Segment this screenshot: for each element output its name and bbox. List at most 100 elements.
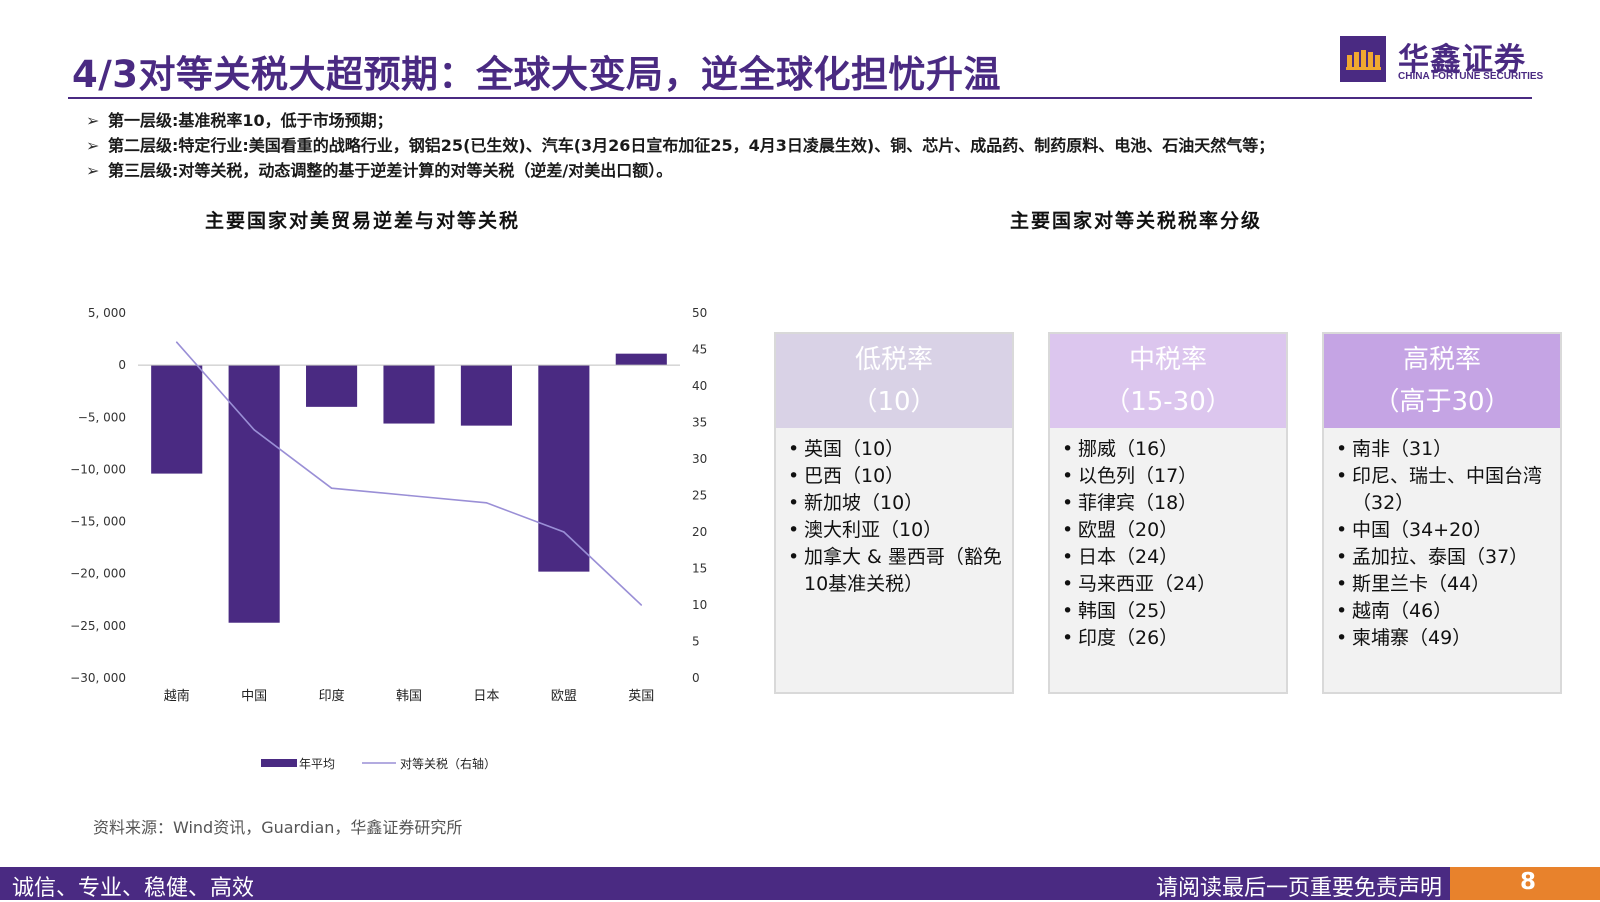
legend-bar-label: 年平均	[299, 757, 335, 771]
tariff-point-中国	[253, 429, 255, 431]
y-left-tick-label: 5, 000	[88, 306, 126, 320]
y-right-tick-label: 40	[692, 379, 707, 393]
list-item: 柬埔寨（49）	[1336, 625, 1552, 652]
page-number: 8	[1520, 869, 1537, 895]
list-item: 南非（31）	[1336, 436, 1552, 463]
bar-印度	[306, 365, 358, 407]
source-note: 资料来源：Wind资讯，Guardian，华鑫证券研究所	[93, 818, 463, 837]
x-tick-label: 英国	[628, 689, 654, 704]
x-tick-label: 欧盟	[551, 689, 577, 704]
y-right-tick-label: 50	[692, 306, 707, 320]
arrow-bullet-icon: ➢	[86, 136, 100, 155]
list-item: 英国（10）	[788, 436, 1004, 463]
list-item: 印尼、瑞士、中国台湾（32）	[1336, 463, 1552, 517]
arrow-bullet-icon: ➢	[86, 111, 100, 130]
bar-中国	[228, 365, 280, 623]
list-item: 加拿大 & 墨西哥（豁免10基准关税）	[788, 544, 1004, 598]
bar-韩国	[383, 365, 435, 424]
bullet-list: ➢ 第一层级:基准税率10，低于市场预期； ➢ 第二层级:特定行业:美国看重的战略行…	[86, 108, 1274, 183]
footer-slogan: 诚信、专业、稳健、高效	[12, 876, 255, 901]
logo-mark-icon	[1340, 36, 1386, 82]
tier-header: 中税率 （15-30）	[1050, 334, 1286, 428]
x-tick-label: 印度	[319, 688, 345, 704]
y-right-tick-label: 25	[692, 489, 707, 503]
left-chart-title: 主要国家对美贸易逆差与对等关税	[205, 210, 521, 232]
bullet-item: ➢ 第二层级:特定行业:美国看重的战略行业，钢铝25(已生效)、汽车(3月26日宣…	[86, 133, 1274, 158]
y-left-tick-label: −10, 000	[70, 462, 126, 476]
company-logo: 华鑫证券 CHINA FORTUNE SECURITIES	[1340, 36, 1544, 86]
tariff-point-英国	[640, 604, 643, 606]
list-item: 日本（24）	[1062, 544, 1278, 571]
y-left-tick-label: −20, 000	[70, 567, 126, 581]
x-tick-label: 日本	[473, 689, 499, 704]
footer-disclaimer: 请阅读最后一页重要免责声明	[1155, 876, 1442, 901]
bar-日本	[460, 365, 512, 426]
tier-range: （10）	[851, 387, 937, 417]
tier-card-high: 高税率 （高于30） 南非（31） 印尼、瑞士、中国台湾（32） 中国（34+2…	[1322, 332, 1562, 694]
y-right-tick-label: 10	[692, 598, 707, 612]
arrow-bullet-icon: ➢	[86, 161, 100, 180]
y-left-tick-label: −30, 000	[70, 671, 126, 685]
list-item: 韩国（25）	[1062, 598, 1278, 625]
x-tick-label: 中国	[241, 689, 267, 704]
list-item: 中国（34+20）	[1336, 517, 1552, 544]
tier-title: 高税率	[1402, 345, 1481, 375]
y-right-tick-label: 0	[692, 671, 700, 685]
y-left-tick-label: −15, 000	[70, 515, 126, 529]
tier-card-low: 低税率 （10） 英国（10） 巴西（10） 新加坡（10） 澳大利亚（10） …	[774, 332, 1014, 694]
y-right-tick-label: 30	[692, 452, 707, 466]
list-item: 孟加拉、泰国（37）	[1336, 544, 1552, 571]
tier-header: 低税率 （10）	[776, 334, 1012, 428]
list-item: 挪威（16）	[1062, 436, 1278, 463]
tier-country-list: 挪威（16） 以色列（17） 菲律宾（18） 欧盟（20） 日本（24） 马来西…	[1050, 428, 1286, 652]
bullet-text: 第三层级:对等关税，动态调整的基于逆差计算的对等关税（逆差/对美出口额）。	[108, 161, 673, 180]
list-item: 新加坡（10）	[788, 490, 1004, 517]
footer-bar: 诚信、专业、稳健、高效 请阅读最后一页重要免责声明 8	[0, 867, 1600, 901]
bar-英国	[615, 353, 667, 366]
tariff-point-日本	[485, 502, 488, 504]
list-item: 以色列（17）	[1062, 463, 1278, 490]
bullet-item: ➢ 第三层级:对等关税，动态调整的基于逆差计算的对等关税（逆差/对美出口额）。	[86, 158, 1274, 183]
tier-title: 中税率	[1128, 345, 1207, 375]
bullet-item: ➢ 第一层级:基准税率10，低于市场预期；	[86, 108, 1274, 133]
y-left-tick-label: 0	[118, 358, 126, 372]
y-right-tick-label: 45	[692, 343, 707, 357]
tariff-point-印度	[330, 487, 333, 490]
legend-line-label: 对等关税（右轴）	[400, 756, 496, 771]
bullet-text: 第一层级:基准税率10，低于市场预期；	[108, 111, 393, 130]
x-tick-label: 越南	[164, 688, 190, 704]
bar-欧盟	[538, 365, 590, 572]
title-divider	[68, 97, 1532, 99]
list-item: 巴西（10）	[788, 463, 1004, 490]
bullet-text: 第二层级:特定行业:美国看重的战略行业，钢铝25(已生效)、汽车(3月26日宣布…	[108, 136, 1275, 155]
y-right-tick-label: 20	[692, 525, 707, 539]
logo-name-cn: 华鑫证券	[1398, 42, 1526, 78]
tier-country-list: 英国（10） 巴西（10） 新加坡（10） 澳大利亚（10） 加拿大 & 墨西哥…	[776, 428, 1012, 598]
list-item: 印度（26）	[1062, 625, 1278, 652]
trade-deficit-tariff-chart: 5, 000 0 −5, 000 −10, 000 −15, 000 −20, 000 −2…	[70, 306, 707, 771]
list-item: 澳大利亚（10）	[788, 517, 1004, 544]
page-number-box: 8	[1450, 867, 1600, 900]
page-title: 4/3对等关税大超预期：全球大变局，逆全球化担忧升温	[72, 53, 1002, 96]
logo-name-en: CHINA FORTUNE SECURITIES	[1398, 71, 1544, 82]
legend-bar-swatch	[261, 759, 297, 767]
list-item: 越南（46）	[1336, 598, 1552, 625]
tariff-point-韩国	[408, 494, 410, 497]
bar-越南	[151, 365, 203, 474]
right-panel-title: 主要国家对等关税税率分级	[1010, 210, 1263, 232]
tier-title: 低税率	[854, 345, 933, 375]
tariff-point-越南	[175, 341, 178, 344]
list-item: 菲律宾（18）	[1062, 490, 1278, 517]
y-left-tick-label: −25, 000	[70, 619, 126, 633]
list-item: 马来西亚（24）	[1062, 571, 1278, 598]
tariff-point-欧盟	[563, 531, 565, 533]
y-left-tick-label: −5, 000	[78, 410, 126, 424]
tier-country-list: 南非（31） 印尼、瑞士、中国台湾（32） 中国（34+20） 孟加拉、泰国（3…	[1324, 428, 1560, 652]
tier-range: （15-30）	[1104, 387, 1232, 417]
tier-header: 高税率 （高于30）	[1324, 334, 1560, 428]
list-item: 欧盟（20）	[1062, 517, 1278, 544]
y-right-tick-label: 35	[692, 416, 707, 430]
x-tick-label: 韩国	[396, 689, 422, 704]
tier-card-mid: 中税率 （15-30） 挪威（16） 以色列（17） 菲律宾（18） 欧盟（20…	[1048, 332, 1288, 694]
y-right-tick-label: 5	[692, 635, 700, 649]
